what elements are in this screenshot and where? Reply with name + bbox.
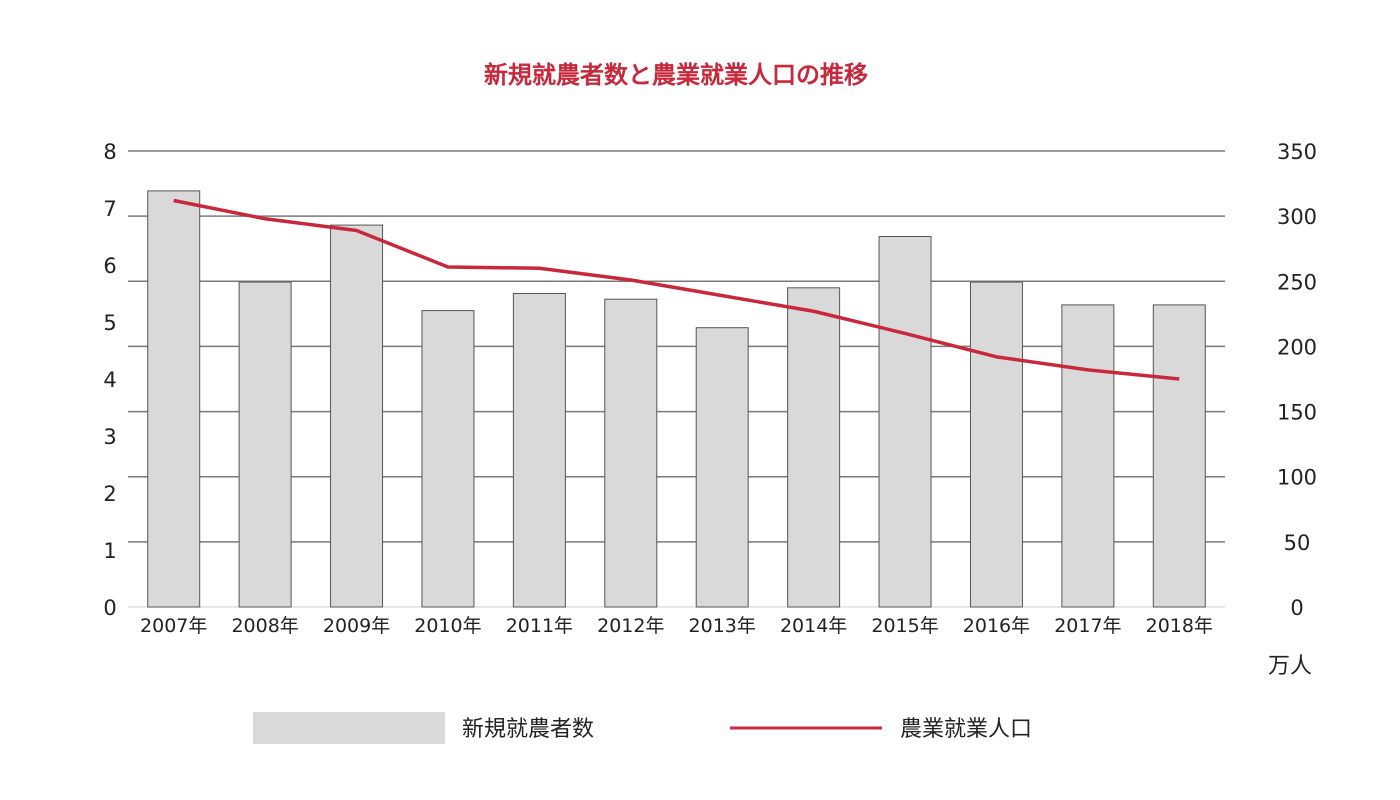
y-right-tick-label: 250 (1277, 270, 1317, 294)
x-tick-label: 2010年 (414, 615, 481, 637)
y-right-tick-label: 300 (1277, 205, 1317, 229)
y-left-tick-label: 6 (103, 254, 116, 278)
legend-swatch-bar (253, 712, 445, 744)
y-right-tick-label: 100 (1277, 466, 1317, 490)
x-tick-label: 2016年 (963, 615, 1030, 637)
bar-2018年 (1152, 304, 1206, 608)
y-right-tick-label: 350 (1277, 140, 1317, 164)
x-tick-label: 2012年 (597, 615, 664, 637)
x-tick-label: 2009年 (323, 615, 390, 637)
bar-2015年 (878, 236, 932, 608)
y-left-tick-label: 1 (103, 539, 116, 563)
x-tick-label: 2008年 (231, 615, 298, 637)
bar-2007年 (147, 190, 201, 608)
y-right-tick-label: 0 (1290, 596, 1303, 620)
x-tick-label: 2017年 (1054, 615, 1121, 637)
y-left-tick-label: 3 (103, 425, 116, 449)
x-tick-label: 2013年 (689, 615, 756, 637)
x-tick-label: 2011年 (506, 615, 573, 637)
y-left-tick-label: 7 (103, 197, 116, 221)
bar-2009年 (330, 224, 384, 608)
chart-title: 新規就農者数と農業就業人口の推移 (484, 61, 868, 89)
right-axis-unit: 万人 (1268, 654, 1312, 679)
bar-2011年 (512, 293, 566, 608)
y-left-tick-label: 2 (103, 482, 116, 506)
bar-2013年 (695, 327, 749, 608)
y-right-tick-label: 150 (1277, 401, 1317, 425)
x-tick-label: 2018年 (1146, 615, 1213, 637)
y-left-tick-label: 8 (103, 140, 116, 164)
bar-2010年 (421, 310, 475, 608)
bar-2008年 (238, 281, 292, 608)
legend: 新規就農者数 農業就業人口 (253, 712, 1032, 744)
legend-label-line: 農業就業人口 (900, 717, 1032, 742)
x-tick-label: 2015年 (871, 615, 938, 637)
bar-2014年 (787, 287, 841, 608)
y-left-tick-label: 4 (103, 368, 116, 392)
y-right-tick-label: 200 (1277, 335, 1317, 359)
legend-label-bar: 新規就農者数 (462, 717, 594, 742)
y-left-tick-label: 0 (103, 596, 116, 620)
line-series-farm-population (173, 198, 1180, 381)
bar-2016年 (969, 281, 1023, 608)
y-right-tick-label: 50 (1284, 531, 1311, 555)
x-tick-label: 2014年 (780, 615, 847, 637)
bar-2017年 (1061, 304, 1115, 608)
y-left-tick-label: 5 (103, 311, 116, 335)
x-tick-label: 2007年 (140, 615, 207, 637)
bar-2012年 (604, 298, 658, 608)
